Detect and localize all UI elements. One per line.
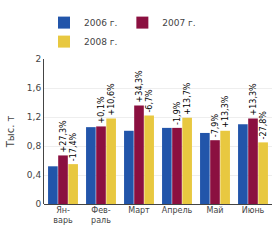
svg-text:Июнь: Июнь <box>242 206 265 215</box>
svg-text:-17,4%: -17,4% <box>69 132 78 161</box>
svg-text:-6,7%: -6,7% <box>145 89 154 113</box>
svg-text:1,6: 1,6 <box>27 83 42 93</box>
svg-text:Май: Май <box>206 206 223 215</box>
svg-text:0,4: 0,4 <box>27 170 42 180</box>
svg-text:2007 г.: 2007 г. <box>162 18 195 28</box>
svg-text:+34,3%: +34,3% <box>135 70 144 103</box>
svg-text:2006 г.: 2006 г. <box>84 18 117 28</box>
svg-text:+0,1%: +0,1% <box>97 96 106 123</box>
svg-text:Фев-раль: Фев-раль <box>91 206 111 225</box>
svg-text:-7,9%: -7,9% <box>211 114 220 138</box>
svg-text:1,2: 1,2 <box>27 112 41 122</box>
svg-text:2: 2 <box>35 54 41 64</box>
svg-text:Ян-варь: Ян-варь <box>53 206 73 225</box>
svg-text:2008 г.: 2008 г. <box>84 37 117 47</box>
svg-text:+10,6%: +10,6% <box>107 83 116 116</box>
svg-text:-1,9%: -1,9% <box>173 101 182 125</box>
svg-text:+13,7%: +13,7% <box>183 82 192 115</box>
svg-text:+13,3%: +13,3% <box>221 95 230 128</box>
svg-text:0,8: 0,8 <box>27 141 42 151</box>
svg-text:+13,3%: +13,3% <box>249 83 258 116</box>
svg-text:Март: Март <box>128 206 150 215</box>
svg-text:Тыс. т: Тыс. т <box>5 115 16 148</box>
svg-text:Апрель: Апрель <box>162 206 193 215</box>
svg-text:0: 0 <box>35 199 41 209</box>
svg-text:-27,8%: -27,8% <box>259 111 268 140</box>
svg-text:+27,3%: +27,3% <box>59 120 68 153</box>
